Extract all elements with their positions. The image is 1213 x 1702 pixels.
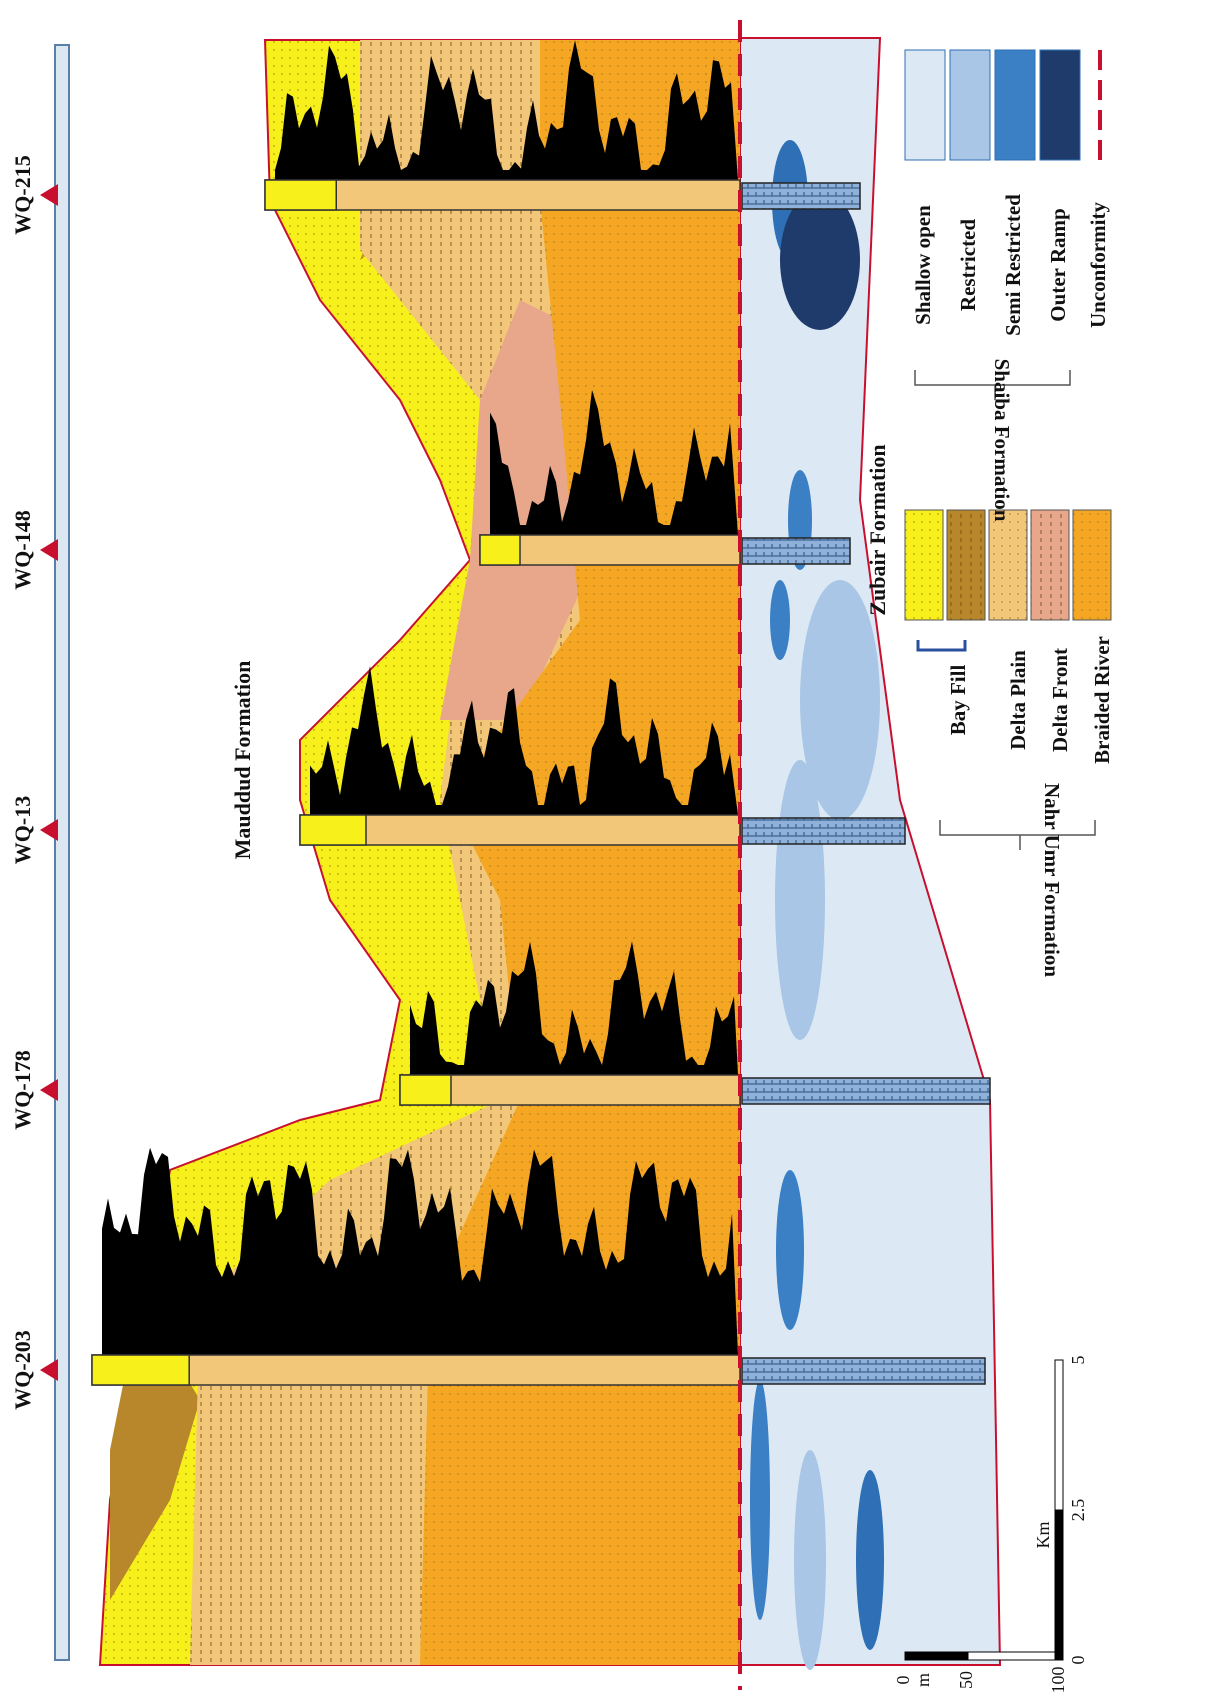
facies-lens (750, 1380, 770, 1620)
scale-label: 0 (893, 1676, 913, 1685)
well-column-bayfill (300, 815, 366, 845)
scale-bar (1055, 1360, 1063, 1510)
well-column-lower (742, 1078, 990, 1104)
legend-label: Bay Fill (946, 665, 970, 736)
scale-bar (968, 1652, 1060, 1660)
well-label: WQ-203 (10, 1330, 35, 1409)
legend-swatch (995, 50, 1035, 160)
scale-unit: m (913, 1673, 933, 1687)
scale-label: 50 (956, 1671, 976, 1689)
facies-lens (780, 190, 860, 330)
well-marker (40, 1359, 58, 1381)
brace (940, 820, 1095, 850)
legend-title: Nahr Umr Formation (1040, 783, 1064, 977)
scale-bar (1055, 1510, 1063, 1660)
bracket (918, 640, 965, 650)
legend-label: Delta Plain (1006, 650, 1030, 750)
legend-label: Unconformity (1086, 202, 1110, 328)
facies-lens (856, 1470, 884, 1650)
facies-lens (775, 760, 825, 1040)
legend-label: Outer Ramp (1046, 208, 1070, 321)
scale-label: 0 (1068, 1656, 1088, 1665)
well-label: WQ-178 (10, 1050, 35, 1129)
scale-unit: Km (1033, 1522, 1053, 1549)
legend-title: Shaiba Formation (990, 359, 1014, 522)
scale-bar (905, 1652, 968, 1660)
well-column-lower (742, 818, 905, 844)
well-column-bayfill (265, 180, 336, 210)
well-marker (40, 819, 58, 841)
legend-swatch (1031, 510, 1069, 620)
legend-swatch (989, 510, 1027, 620)
well-column-lower (742, 538, 850, 564)
scale-label: 2.5 (1068, 1499, 1088, 1522)
legend-swatch (950, 50, 990, 160)
well-column-bayfill (92, 1355, 189, 1385)
well-column-bayfill (400, 1075, 451, 1105)
well-column-lower (742, 1358, 985, 1384)
legend-swatch (947, 510, 985, 620)
formation-label: Mauddud Formation (230, 661, 255, 860)
well-label: WQ-215 (10, 155, 35, 234)
cross-section: WQ-203 WQ-178 WQ-13 WQ-148 WQ-215 Mauddud For… (0, 0, 1213, 1702)
legend-swatch (1073, 510, 1111, 620)
well-track (55, 45, 69, 1660)
legend-label: Restricted (956, 219, 980, 311)
facies-lens (794, 1450, 826, 1670)
legend-swatch (905, 510, 943, 620)
well-marker (40, 184, 58, 206)
scale-label: 100 (1048, 1667, 1068, 1694)
legend-swatch (1040, 50, 1080, 160)
well-label: WQ-13 (10, 796, 35, 864)
well-marker (40, 539, 58, 561)
facies-lens (776, 1170, 804, 1330)
well-column-lower (742, 183, 860, 209)
legend-swatch (905, 50, 945, 160)
formation-label: Zubair Formation (865, 444, 890, 615)
well-marker (40, 1079, 58, 1101)
well-column-bayfill (480, 535, 520, 565)
facies-lens (770, 580, 790, 660)
scale-label: 5 (1068, 1356, 1088, 1365)
well-label: WQ-148 (10, 510, 35, 589)
legend-label: Braided River (1090, 636, 1114, 764)
legend-label: Delta Front (1048, 648, 1072, 752)
legend-label: Semi Restricted (1001, 194, 1025, 336)
legend-label: Shallow open (911, 205, 935, 325)
